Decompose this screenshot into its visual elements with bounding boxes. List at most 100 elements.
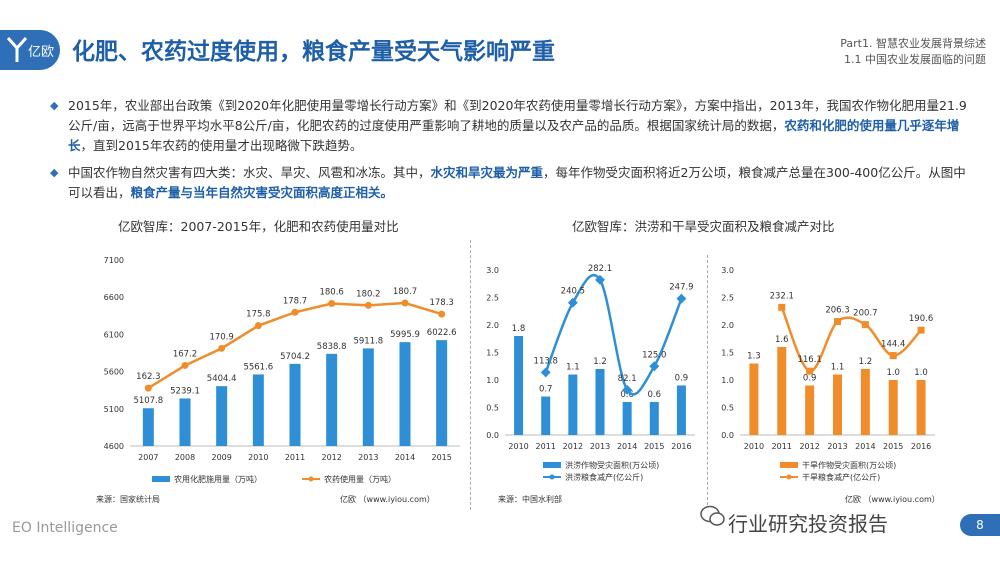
chart1-title: 亿欧智库：2007-2015年，化肥和农药使用量对比 <box>118 219 399 234</box>
chart2-source: 来源：中国水利部 <box>498 495 562 504</box>
line-marker <box>181 361 189 369</box>
bar-value-label: 1.6 <box>775 335 789 345</box>
x-tick-label: 2008 <box>175 453 195 462</box>
x-tick-label: 2011 <box>285 453 305 462</box>
y-tick-label: 4600 <box>104 442 124 451</box>
bar-value-label: 5561.6 <box>243 362 273 372</box>
bar <box>326 353 338 446</box>
bar-value-label: 1.0 <box>886 368 900 378</box>
line-value-label: 206.3 <box>825 306 849 316</box>
line-marker <box>218 344 226 352</box>
line-marker <box>778 303 786 311</box>
x-tick-label: 2010 <box>508 442 528 451</box>
page-number: 8 <box>960 514 1000 536</box>
bar-value-label: 1.2 <box>859 357 873 367</box>
bar <box>860 369 870 435</box>
y-tick-label: 0.0 <box>721 431 734 440</box>
line-marker <box>676 293 687 304</box>
page-title: 化肥、农药过度使用，粮食产量受天气影响严重 <box>72 39 555 65</box>
bar <box>805 385 815 435</box>
legend-label: 干旱作物受灾面积(万公顷) <box>802 460 896 470</box>
y-tick-label: 1.0 <box>486 376 499 385</box>
x-tick-label: 2013 <box>590 442 610 451</box>
line-value-label: 178.7 <box>283 296 307 306</box>
x-tick-label: 2010 <box>744 442 764 451</box>
bar-value-label: 0.9 <box>803 374 817 384</box>
logo-text: 亿欧 <box>28 45 55 60</box>
bar <box>676 385 686 435</box>
x-tick-label: 2012 <box>563 442 583 451</box>
line-marker <box>328 299 336 307</box>
bar <box>833 374 842 435</box>
chart3-credit: 亿欧 （www.iyiou.com） <box>845 495 940 504</box>
bar-value-label: 1.3 <box>747 352 761 362</box>
line-marker <box>806 367 814 375</box>
legend-marker <box>786 474 792 480</box>
line-value-label: 82.1 <box>618 374 637 384</box>
paragraph-text: 2015年，农业部出台政策《到2020年化肥使用量零增长行动方案》和《到2020… <box>68 98 967 133</box>
y-tick-label: 6600 <box>104 293 124 302</box>
legend-label: 农用化肥施用量（万吨） <box>174 474 262 484</box>
subsection-label: 1.1 中国农业发展面临的问题 <box>844 53 986 66</box>
y-tick-label: 1.5 <box>721 349 734 358</box>
line-value-label: 144.4 <box>881 340 905 350</box>
line-value-label: 125.0 <box>642 350 666 360</box>
line-value-label: 190.6 <box>909 314 933 324</box>
bar-value-label: 1.0 <box>914 368 928 378</box>
line-value-label: 113.8 <box>534 356 558 366</box>
x-tick-label: 2012 <box>321 453 341 462</box>
bar <box>142 408 154 446</box>
bar <box>514 336 524 435</box>
line-value-label: 180.6 <box>319 287 343 297</box>
paragraph-text: 中国农作物自然灾害有四大类：水灾、旱灾、风雹和冰冻。其中， <box>68 165 431 180</box>
bar <box>216 386 228 446</box>
line-value-label: 180.2 <box>356 289 380 299</box>
bar-value-label: 0.6 <box>620 390 634 400</box>
diamond-bullet-icon: ◆ <box>50 99 59 112</box>
x-tick-label: 2014 <box>855 442 875 451</box>
bar <box>399 342 411 446</box>
line-value-label: 170.9 <box>209 332 233 342</box>
bar-value-label: 0.7 <box>539 385 553 395</box>
x-tick-label: 2007 <box>138 453 158 462</box>
bar <box>252 374 264 446</box>
line-marker <box>861 321 869 329</box>
logo-icon <box>6 36 28 62</box>
section-label: Part1. 智慧农业发展背景综述 1.1 中国农业发展面临的问题 <box>840 36 986 68</box>
x-tick-label: 2012 <box>799 442 819 451</box>
y-tick-label: 1.0 <box>721 376 734 385</box>
legend-swatch <box>780 462 798 468</box>
bar <box>649 402 659 435</box>
bar-value-label: 1.1 <box>566 363 580 373</box>
logo: 亿欧 <box>0 30 60 70</box>
legend-swatch <box>152 476 170 482</box>
x-tick-label: 2015 <box>644 442 664 451</box>
line-marker <box>917 326 925 334</box>
wechat-icon <box>700 505 725 526</box>
legend-label: 干旱粮食减产(亿公斤) <box>802 472 880 482</box>
bar-value-label: 5995.9 <box>390 330 420 340</box>
bar-value-label: 5838.8 <box>317 342 347 352</box>
x-tick-label: 2015 <box>431 453 451 462</box>
chart2-title: 亿欧智库：洪涝和干旱受灾面积及粮食减产对比 <box>572 219 835 234</box>
line-value-label: 247.9 <box>669 283 693 293</box>
x-tick-label: 2016 <box>911 442 931 451</box>
paragraph-highlight: 水灾和旱灾最为严重 <box>430 165 544 180</box>
bar-value-label: 1.8 <box>512 324 526 334</box>
line-marker <box>291 308 299 316</box>
legend-marker <box>308 476 314 482</box>
x-tick-label: 2009 <box>211 453 231 462</box>
line-value-label: 167.2 <box>173 349 197 359</box>
paragraph-highlight: 农药和化肥的使用量几乎逐年增长 <box>68 118 960 153</box>
chart2-svg: 0.0 0.5 1.0 1.5 2.0 2.5 3.0 1.8 2010 0.7 2011 1.1 20… <box>486 264 695 482</box>
y-tick-label: 0.0 <box>486 431 499 440</box>
legend-label: 农药使用量（万吨） <box>324 474 396 484</box>
legend-label: 洪涝粮食减产(亿公斤) <box>565 472 643 482</box>
bar <box>595 369 605 435</box>
y-tick-label: 2.0 <box>486 321 499 330</box>
line-marker <box>438 310 446 318</box>
bar-value-label: 1.2 <box>593 357 607 367</box>
bar <box>622 402 632 435</box>
line-value-label: 180.7 <box>393 287 417 297</box>
bar-value-label: 0.9 <box>675 374 689 384</box>
